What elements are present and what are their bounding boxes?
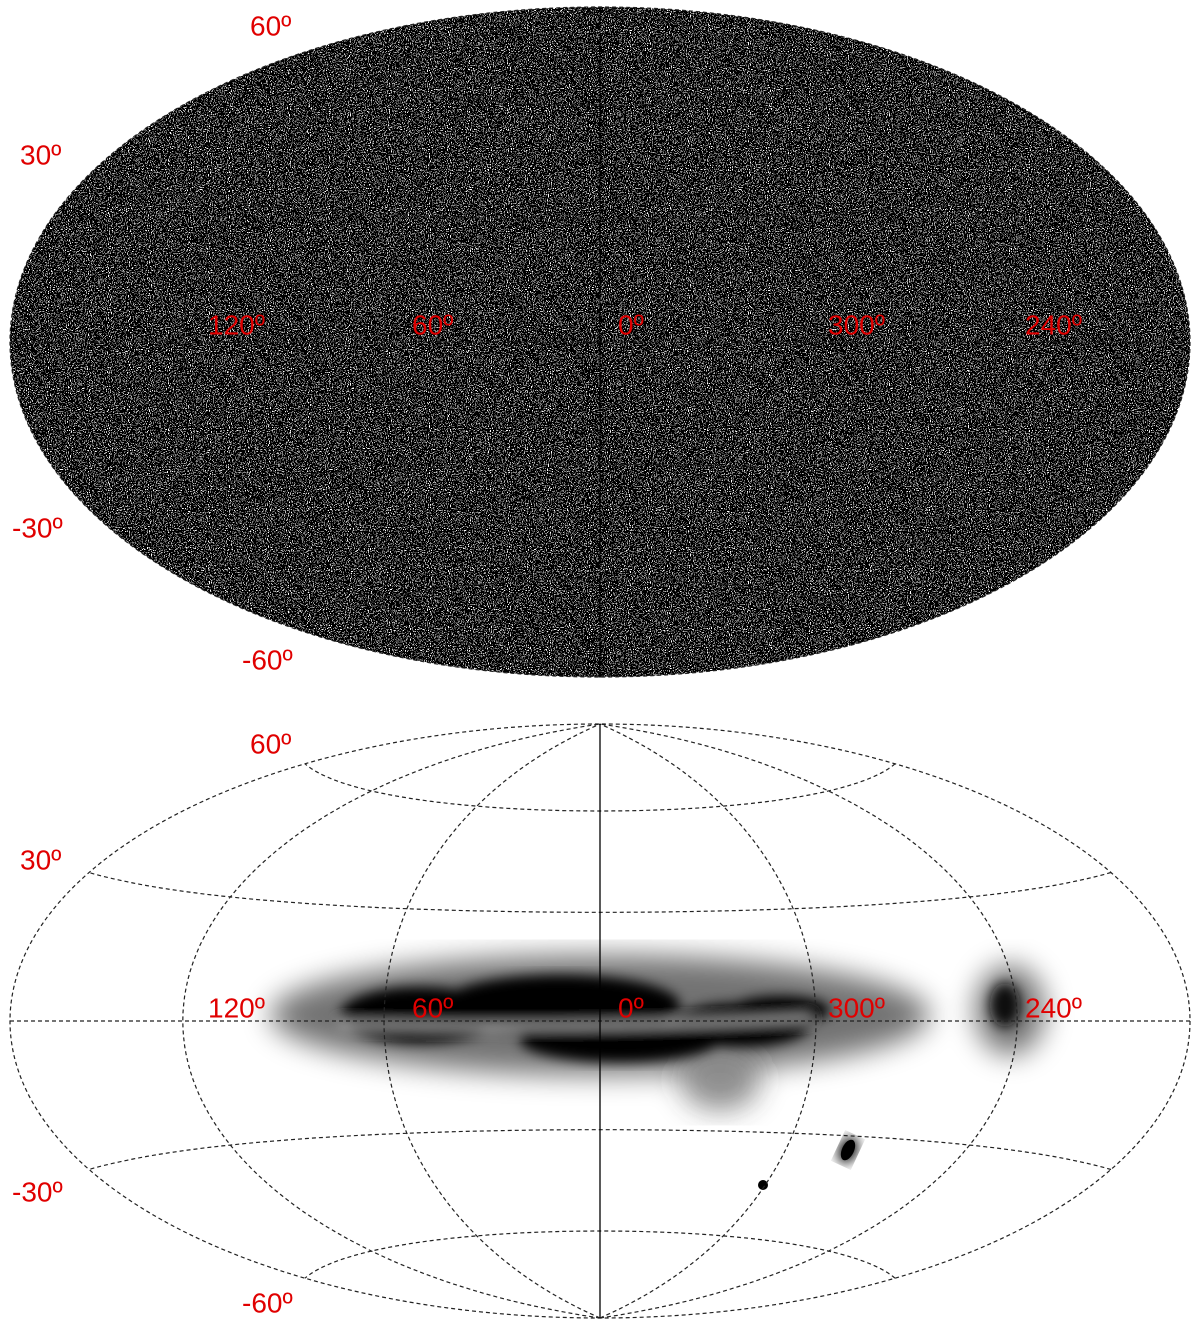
lat-label: 30º (20, 139, 61, 170)
lon-label: 0º (618, 992, 644, 1023)
lon-label: 120º (208, 992, 265, 1023)
lat-label: 60º (250, 10, 291, 41)
galactic-plane (339, 975, 1020, 1062)
lon-label: 60º (412, 992, 453, 1023)
lat-label: -30º (12, 1176, 63, 1207)
lat-label: 60º (250, 728, 291, 759)
lon-label: 0º (618, 309, 644, 340)
lat-label: -60º (242, 1287, 293, 1318)
lon-label: 60º (412, 309, 453, 340)
lon-label: 300º (828, 309, 885, 340)
lon-label: 240º (1025, 992, 1082, 1023)
map-border (9, 723, 1191, 1319)
lon-label: 240º (1025, 309, 1082, 340)
lat-label: 30º (20, 844, 61, 875)
meridian (383, 723, 601, 1319)
bottom-labels: 60º 30º -30º -60º 120º 60º 0º 300º 240º (12, 728, 1082, 1318)
map-border (9, 6, 1191, 678)
lon-label: 120º (208, 309, 265, 340)
top-labels: 60º 30º -30º -60º 120º 60º 0º 300º 240º (12, 10, 1082, 675)
lon-label: 300º (828, 992, 885, 1023)
large-magellanic-cloud (840, 1139, 856, 1161)
graticule (9, 6, 1191, 1319)
lat-label: -60º (242, 644, 293, 675)
small-magellanic-cloud (758, 1180, 768, 1190)
lat-label: -30º (12, 512, 63, 543)
